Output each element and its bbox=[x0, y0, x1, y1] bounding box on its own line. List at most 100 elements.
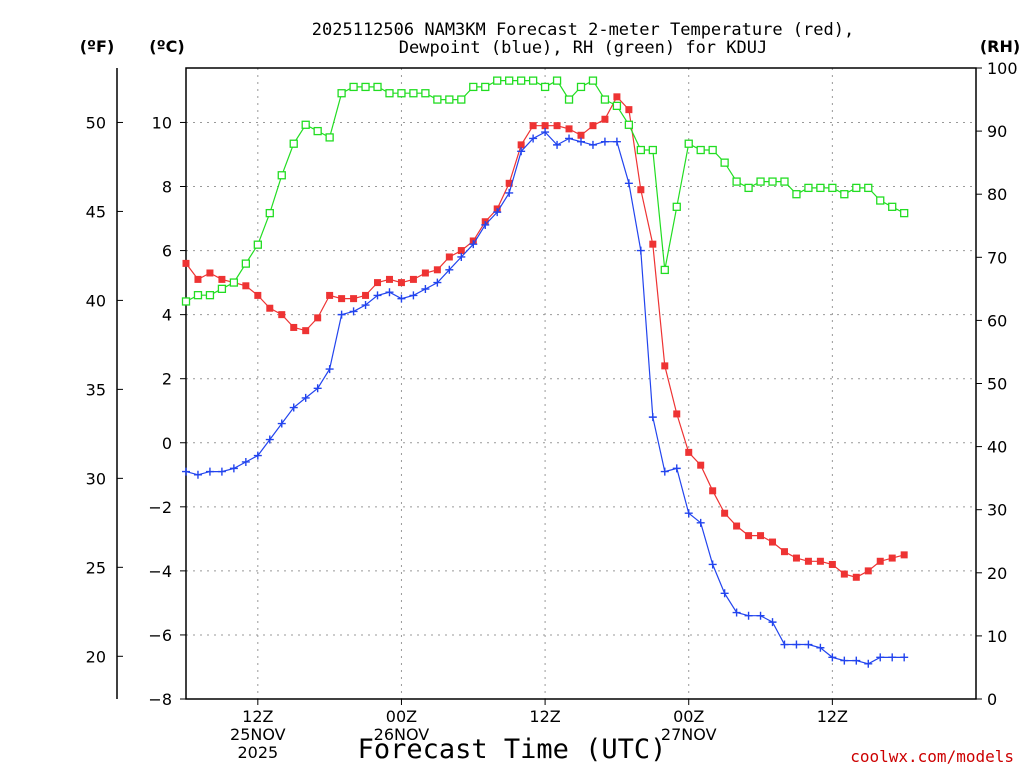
dewpoint-point bbox=[445, 265, 454, 274]
dewpoint-point bbox=[792, 640, 801, 649]
2-meter-temperature-point bbox=[661, 362, 669, 370]
dewpoint-point bbox=[684, 509, 693, 518]
rh-point bbox=[493, 76, 502, 85]
x-tick-label: 00Z bbox=[386, 707, 417, 726]
2-meter-temperature-point bbox=[613, 93, 621, 101]
rh-point bbox=[457, 95, 466, 104]
2-meter-temperature-point bbox=[290, 323, 298, 331]
dewpoint-point bbox=[577, 137, 585, 146]
2-meter-temperature-point bbox=[709, 487, 717, 495]
dewpoint-point bbox=[900, 653, 909, 662]
dewpoint-point bbox=[780, 640, 789, 649]
2-meter-temperature-point bbox=[409, 275, 417, 283]
rh-point bbox=[481, 82, 490, 92]
rh-point bbox=[576, 82, 586, 92]
2-meter-temperature-point bbox=[338, 295, 346, 303]
dewpoint-point bbox=[864, 659, 873, 668]
x-tick-label: 12Z bbox=[529, 707, 560, 726]
dewpoint-point bbox=[481, 220, 490, 229]
celsius-unit-label: (ºC) bbox=[149, 37, 184, 56]
dewpoint-point bbox=[756, 611, 765, 620]
rh-point bbox=[349, 82, 358, 92]
2-meter-temperature-point bbox=[362, 291, 370, 299]
dewpoint-point bbox=[241, 457, 250, 466]
rh-point bbox=[253, 240, 262, 249]
2-meter-temperature-point bbox=[194, 275, 202, 283]
fahrenheit-tick-label: 50 bbox=[86, 113, 106, 132]
rh-point bbox=[624, 120, 634, 129]
rh-tick-label: 20 bbox=[987, 564, 1007, 583]
celsius-tick-label: 6 bbox=[162, 242, 172, 261]
rh-point bbox=[181, 297, 191, 306]
x-tick-label: 2025 bbox=[237, 743, 278, 762]
rh-point bbox=[864, 183, 873, 193]
2-meter-temperature-point bbox=[601, 115, 609, 123]
x-tick-label: 25NOV bbox=[230, 725, 286, 744]
2-meter-temperature-point bbox=[685, 448, 693, 456]
rh-tick-label: 80 bbox=[987, 185, 1007, 204]
rh-point bbox=[780, 177, 789, 186]
rh-point bbox=[229, 278, 239, 287]
dewpoint-point bbox=[876, 653, 885, 662]
axes bbox=[116, 67, 977, 700]
2-meter-temperature-point bbox=[697, 461, 705, 469]
2-meter-temperature-point bbox=[314, 314, 322, 322]
celsius-tick-label: 8 bbox=[162, 178, 172, 197]
rh-point bbox=[217, 284, 227, 294]
tick-labels: 1086420−2−4−6−85045403530252010090807060… bbox=[86, 59, 1018, 762]
dewpoint-point bbox=[385, 288, 394, 297]
dewpoint-point bbox=[600, 137, 609, 146]
gridlines bbox=[186, 68, 976, 699]
rh-point bbox=[289, 139, 298, 148]
rh-point bbox=[313, 126, 322, 136]
rh-point bbox=[505, 76, 514, 85]
2-meter-temperature-point bbox=[350, 295, 358, 303]
2-meter-temperature-point bbox=[733, 522, 741, 530]
2-meter-temperature-point bbox=[242, 282, 250, 290]
rh-tick-label: 40 bbox=[987, 438, 1007, 457]
rh-point bbox=[660, 265, 669, 275]
rh-point bbox=[600, 95, 610, 104]
2-meter-temperature-point bbox=[864, 567, 872, 575]
dewpoint-point bbox=[277, 419, 286, 428]
rh-point bbox=[564, 95, 574, 104]
dewpoint-point bbox=[505, 188, 514, 197]
dewpoint-point bbox=[517, 147, 526, 156]
dewpoint-point bbox=[696, 518, 705, 527]
rh-point bbox=[828, 183, 837, 193]
dewpoint-point bbox=[433, 278, 442, 287]
dewpoint-point bbox=[337, 310, 346, 319]
dewpoint-point bbox=[421, 285, 430, 294]
2-meter-temperature-point bbox=[876, 557, 884, 565]
2-meter-temperature-line bbox=[185, 95, 905, 578]
celsius-tick-label: 4 bbox=[162, 306, 172, 325]
2-meter-temperature-point bbox=[649, 240, 657, 248]
rh-point bbox=[816, 183, 825, 193]
2-meter-temperature-point bbox=[828, 560, 836, 568]
2-meter-temperature-point bbox=[637, 186, 645, 194]
rh-point bbox=[373, 82, 382, 92]
rh-point bbox=[552, 76, 562, 85]
rh-unit-label: (RH) bbox=[980, 37, 1020, 56]
dewpoint-point bbox=[193, 470, 202, 479]
dewpoint-point bbox=[888, 653, 897, 662]
rh-tick-label: 50 bbox=[987, 375, 1007, 394]
rh-point bbox=[385, 89, 394, 98]
rh-point bbox=[433, 95, 442, 104]
rh-point bbox=[325, 133, 334, 142]
celsius-tick-label: −6 bbox=[148, 626, 172, 645]
rh-point bbox=[265, 208, 274, 218]
dewpoint-point bbox=[768, 618, 777, 627]
rh-point bbox=[409, 89, 418, 98]
dewpoint-point bbox=[373, 291, 382, 300]
dewpoint-point bbox=[672, 464, 681, 473]
rh-point bbox=[361, 82, 370, 92]
2-meter-temperature-point bbox=[218, 275, 226, 283]
dewpoint-point bbox=[409, 291, 418, 300]
2-meter-temperature-point bbox=[757, 532, 765, 540]
rh-tick-label: 60 bbox=[987, 311, 1007, 330]
fahrenheit-tick-label: 35 bbox=[86, 380, 106, 399]
rh-tick-label: 100 bbox=[987, 59, 1018, 78]
rh-point bbox=[744, 183, 753, 193]
